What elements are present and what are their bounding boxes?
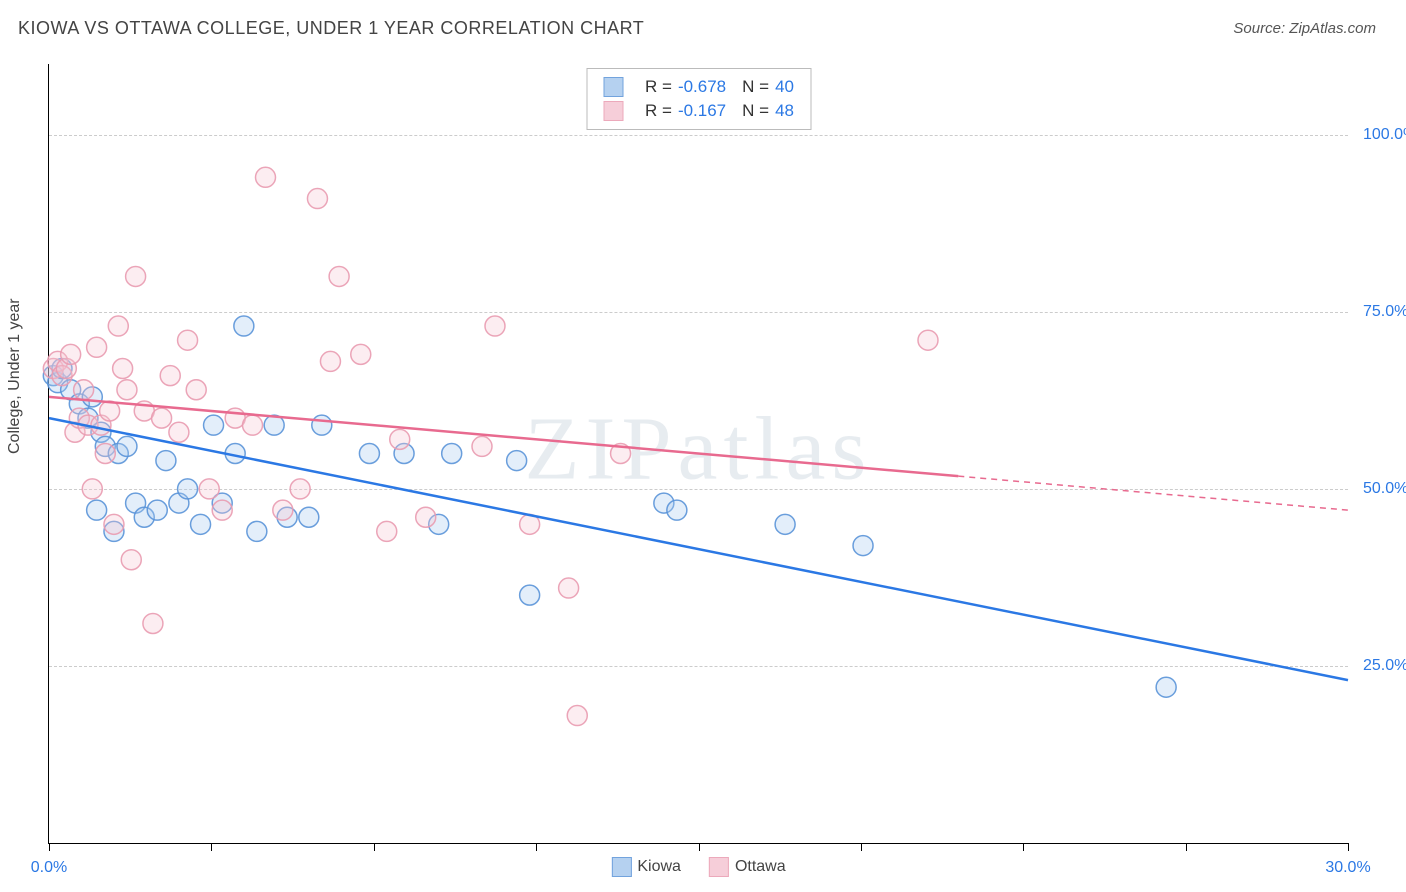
legend-swatch — [603, 77, 623, 97]
scatter-point — [390, 429, 410, 449]
scatter-point — [307, 189, 327, 209]
scatter-point — [113, 359, 133, 379]
scatter-point — [507, 451, 527, 471]
chart-title: KIOWA VS OTTAWA COLLEGE, UNDER 1 YEAR CO… — [18, 18, 644, 39]
scatter-point — [359, 444, 379, 464]
scatter-point — [416, 507, 436, 527]
scatter-point — [100, 401, 120, 421]
x-tick — [1023, 843, 1024, 851]
x-tick — [861, 843, 862, 851]
scatter-point — [108, 316, 128, 336]
scatter-point — [143, 613, 163, 633]
y-tick-label: 25.0% — [1353, 657, 1406, 675]
legend-item: Ottawa — [709, 857, 786, 877]
scatter-point — [1156, 677, 1176, 697]
scatter-point — [472, 436, 492, 456]
source-prefix: Source: — [1233, 20, 1289, 37]
scatter-point — [329, 266, 349, 286]
legend-label: Kiowa — [637, 858, 681, 875]
series-legend: Kiowa Ottawa — [611, 857, 785, 877]
scatter-point — [667, 500, 687, 520]
scatter-point — [104, 514, 124, 534]
scatter-point — [377, 521, 397, 541]
scatter-point — [82, 479, 102, 499]
correlation-legend: R = -0.678 N = 40 R = -0.167 N = 48 — [586, 68, 811, 130]
x-tick — [211, 843, 212, 851]
scatter-point — [169, 422, 189, 442]
y-tick-label: 50.0% — [1353, 480, 1406, 498]
scatter-point — [199, 479, 219, 499]
scatter-point — [299, 507, 319, 527]
scatter-point — [442, 444, 462, 464]
x-tick — [374, 843, 375, 851]
legend-swatch — [611, 857, 631, 877]
chart-plot-area: ZIPatlas College, Under 1 year 25.0%50.0… — [48, 64, 1348, 844]
scatter-point — [87, 500, 107, 520]
scatter-point — [156, 451, 176, 471]
x-tick — [536, 843, 537, 851]
x-tick-label: 0.0% — [31, 859, 67, 877]
scatter-point — [147, 500, 167, 520]
legend-item: Kiowa — [611, 857, 681, 877]
scatter-point — [152, 408, 172, 428]
scatter-point — [178, 330, 198, 350]
y-tick-label: 75.0% — [1353, 303, 1406, 321]
scatter-point — [186, 380, 206, 400]
scatter-point — [191, 514, 211, 534]
scatter-point — [74, 380, 94, 400]
scatter-point — [243, 415, 263, 435]
chart-svg — [49, 64, 1348, 843]
scatter-point — [121, 550, 141, 570]
scatter-point — [351, 344, 371, 364]
scatter-point — [853, 536, 873, 556]
legend-swatch — [603, 101, 623, 121]
y-tick-label: 100.0% — [1353, 126, 1406, 144]
scatter-point — [87, 337, 107, 357]
scatter-point — [247, 521, 267, 541]
scatter-point — [520, 585, 540, 605]
legend-label: Ottawa — [735, 858, 786, 875]
scatter-point — [290, 479, 310, 499]
scatter-point — [61, 344, 81, 364]
r-stat: R = -0.678 — [645, 77, 726, 97]
scatter-point — [117, 436, 137, 456]
scatter-point — [178, 479, 198, 499]
y-axis-label: College, Under 1 year — [6, 298, 24, 454]
scatter-point — [256, 167, 276, 187]
legend-row: R = -0.678 N = 40 — [603, 75, 794, 99]
scatter-point — [485, 316, 505, 336]
x-tick — [49, 843, 50, 851]
r-stat: R = -0.167 — [645, 101, 726, 121]
scatter-point — [160, 366, 180, 386]
scatter-point — [212, 500, 232, 520]
scatter-point — [273, 500, 293, 520]
legend-row: R = -0.167 N = 48 — [603, 99, 794, 123]
n-stat: N = 40 — [742, 77, 794, 97]
source-name: ZipAtlas.com — [1289, 20, 1376, 37]
legend-swatch — [709, 857, 729, 877]
scatter-point — [775, 514, 795, 534]
regression-line-dashed — [958, 476, 1348, 510]
scatter-point — [567, 706, 587, 726]
scatter-point — [204, 415, 224, 435]
scatter-point — [320, 351, 340, 371]
scatter-point — [126, 266, 146, 286]
x-tick — [699, 843, 700, 851]
scatter-point — [117, 380, 137, 400]
x-tick-label: 30.0% — [1325, 859, 1370, 877]
x-tick — [1348, 843, 1349, 851]
n-stat: N = 48 — [742, 101, 794, 121]
source-attribution: Source: ZipAtlas.com — [1233, 20, 1376, 37]
scatter-point — [559, 578, 579, 598]
x-tick — [1186, 843, 1187, 851]
scatter-point — [918, 330, 938, 350]
scatter-point — [95, 444, 115, 464]
scatter-point — [312, 415, 332, 435]
scatter-point — [234, 316, 254, 336]
regression-line — [49, 418, 1348, 680]
